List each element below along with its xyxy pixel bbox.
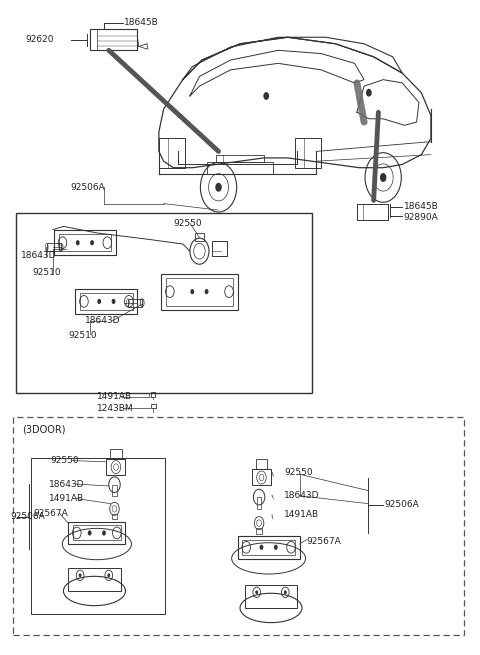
Text: 92506A: 92506A	[10, 512, 45, 521]
Bar	[216, 155, 264, 162]
Bar	[161, 274, 238, 310]
Circle shape	[284, 590, 287, 594]
Text: 92510: 92510	[68, 331, 97, 341]
Text: 92506A: 92506A	[384, 500, 420, 510]
Bar	[112, 514, 117, 519]
Bar	[47, 244, 61, 251]
Text: 92567A: 92567A	[34, 509, 69, 518]
Circle shape	[380, 173, 386, 182]
Text: 92550: 92550	[284, 468, 312, 477]
Bar	[31, 458, 165, 614]
Text: 92620: 92620	[25, 35, 54, 45]
Text: 1243BM: 1243BM	[97, 404, 133, 413]
Text: 92567A: 92567A	[307, 537, 342, 546]
Text: 18643D: 18643D	[49, 479, 84, 489]
Text: 92510: 92510	[33, 268, 61, 277]
Bar	[90, 29, 137, 50]
Circle shape	[88, 531, 92, 536]
Text: 18645B: 18645B	[404, 202, 438, 212]
Circle shape	[97, 299, 101, 304]
Bar	[257, 497, 262, 509]
Bar	[256, 459, 267, 469]
Text: 1491AB: 1491AB	[284, 510, 319, 519]
Text: 18643D: 18643D	[284, 491, 319, 500]
Bar	[295, 138, 321, 168]
Text: 92890A: 92890A	[404, 213, 438, 222]
Circle shape	[255, 590, 258, 594]
Bar	[107, 458, 125, 475]
Bar	[128, 299, 142, 307]
Bar	[151, 392, 155, 397]
Bar	[159, 138, 185, 168]
Bar	[357, 204, 388, 220]
Bar	[206, 162, 274, 174]
Text: 1491AB: 1491AB	[49, 494, 84, 503]
Circle shape	[264, 92, 269, 100]
Circle shape	[79, 573, 82, 577]
Bar	[54, 231, 116, 255]
Bar	[242, 540, 295, 555]
Circle shape	[112, 299, 116, 304]
Bar	[252, 469, 271, 485]
Circle shape	[215, 183, 222, 192]
Bar	[68, 568, 120, 591]
Bar	[238, 536, 300, 559]
Circle shape	[90, 240, 94, 246]
Bar	[212, 242, 227, 255]
Circle shape	[102, 531, 106, 536]
Circle shape	[274, 545, 278, 550]
Text: 1491AB: 1491AB	[97, 392, 132, 401]
Text: 92506A: 92506A	[71, 183, 105, 192]
Bar	[75, 289, 137, 314]
Text: 92550: 92550	[173, 219, 202, 228]
Bar	[195, 233, 204, 241]
Circle shape	[366, 89, 372, 97]
Text: 18645B: 18645B	[124, 18, 159, 28]
Bar	[13, 417, 464, 635]
Bar	[166, 278, 233, 306]
Bar	[73, 525, 120, 540]
Text: 18643D: 18643D	[85, 316, 120, 326]
Bar	[112, 485, 117, 496]
Bar	[245, 585, 297, 608]
Bar	[151, 404, 156, 408]
Circle shape	[108, 573, 110, 577]
Bar	[110, 449, 121, 458]
Circle shape	[260, 545, 264, 550]
Bar	[16, 214, 312, 393]
Bar	[256, 529, 262, 534]
Circle shape	[204, 289, 208, 294]
Text: 92550: 92550	[50, 456, 79, 465]
Text: (3DOOR): (3DOOR)	[22, 424, 65, 435]
Text: 18643D: 18643D	[21, 252, 56, 260]
Circle shape	[191, 289, 194, 294]
Bar	[80, 293, 132, 310]
Circle shape	[76, 240, 80, 246]
Bar	[68, 521, 125, 544]
Bar	[59, 234, 111, 251]
